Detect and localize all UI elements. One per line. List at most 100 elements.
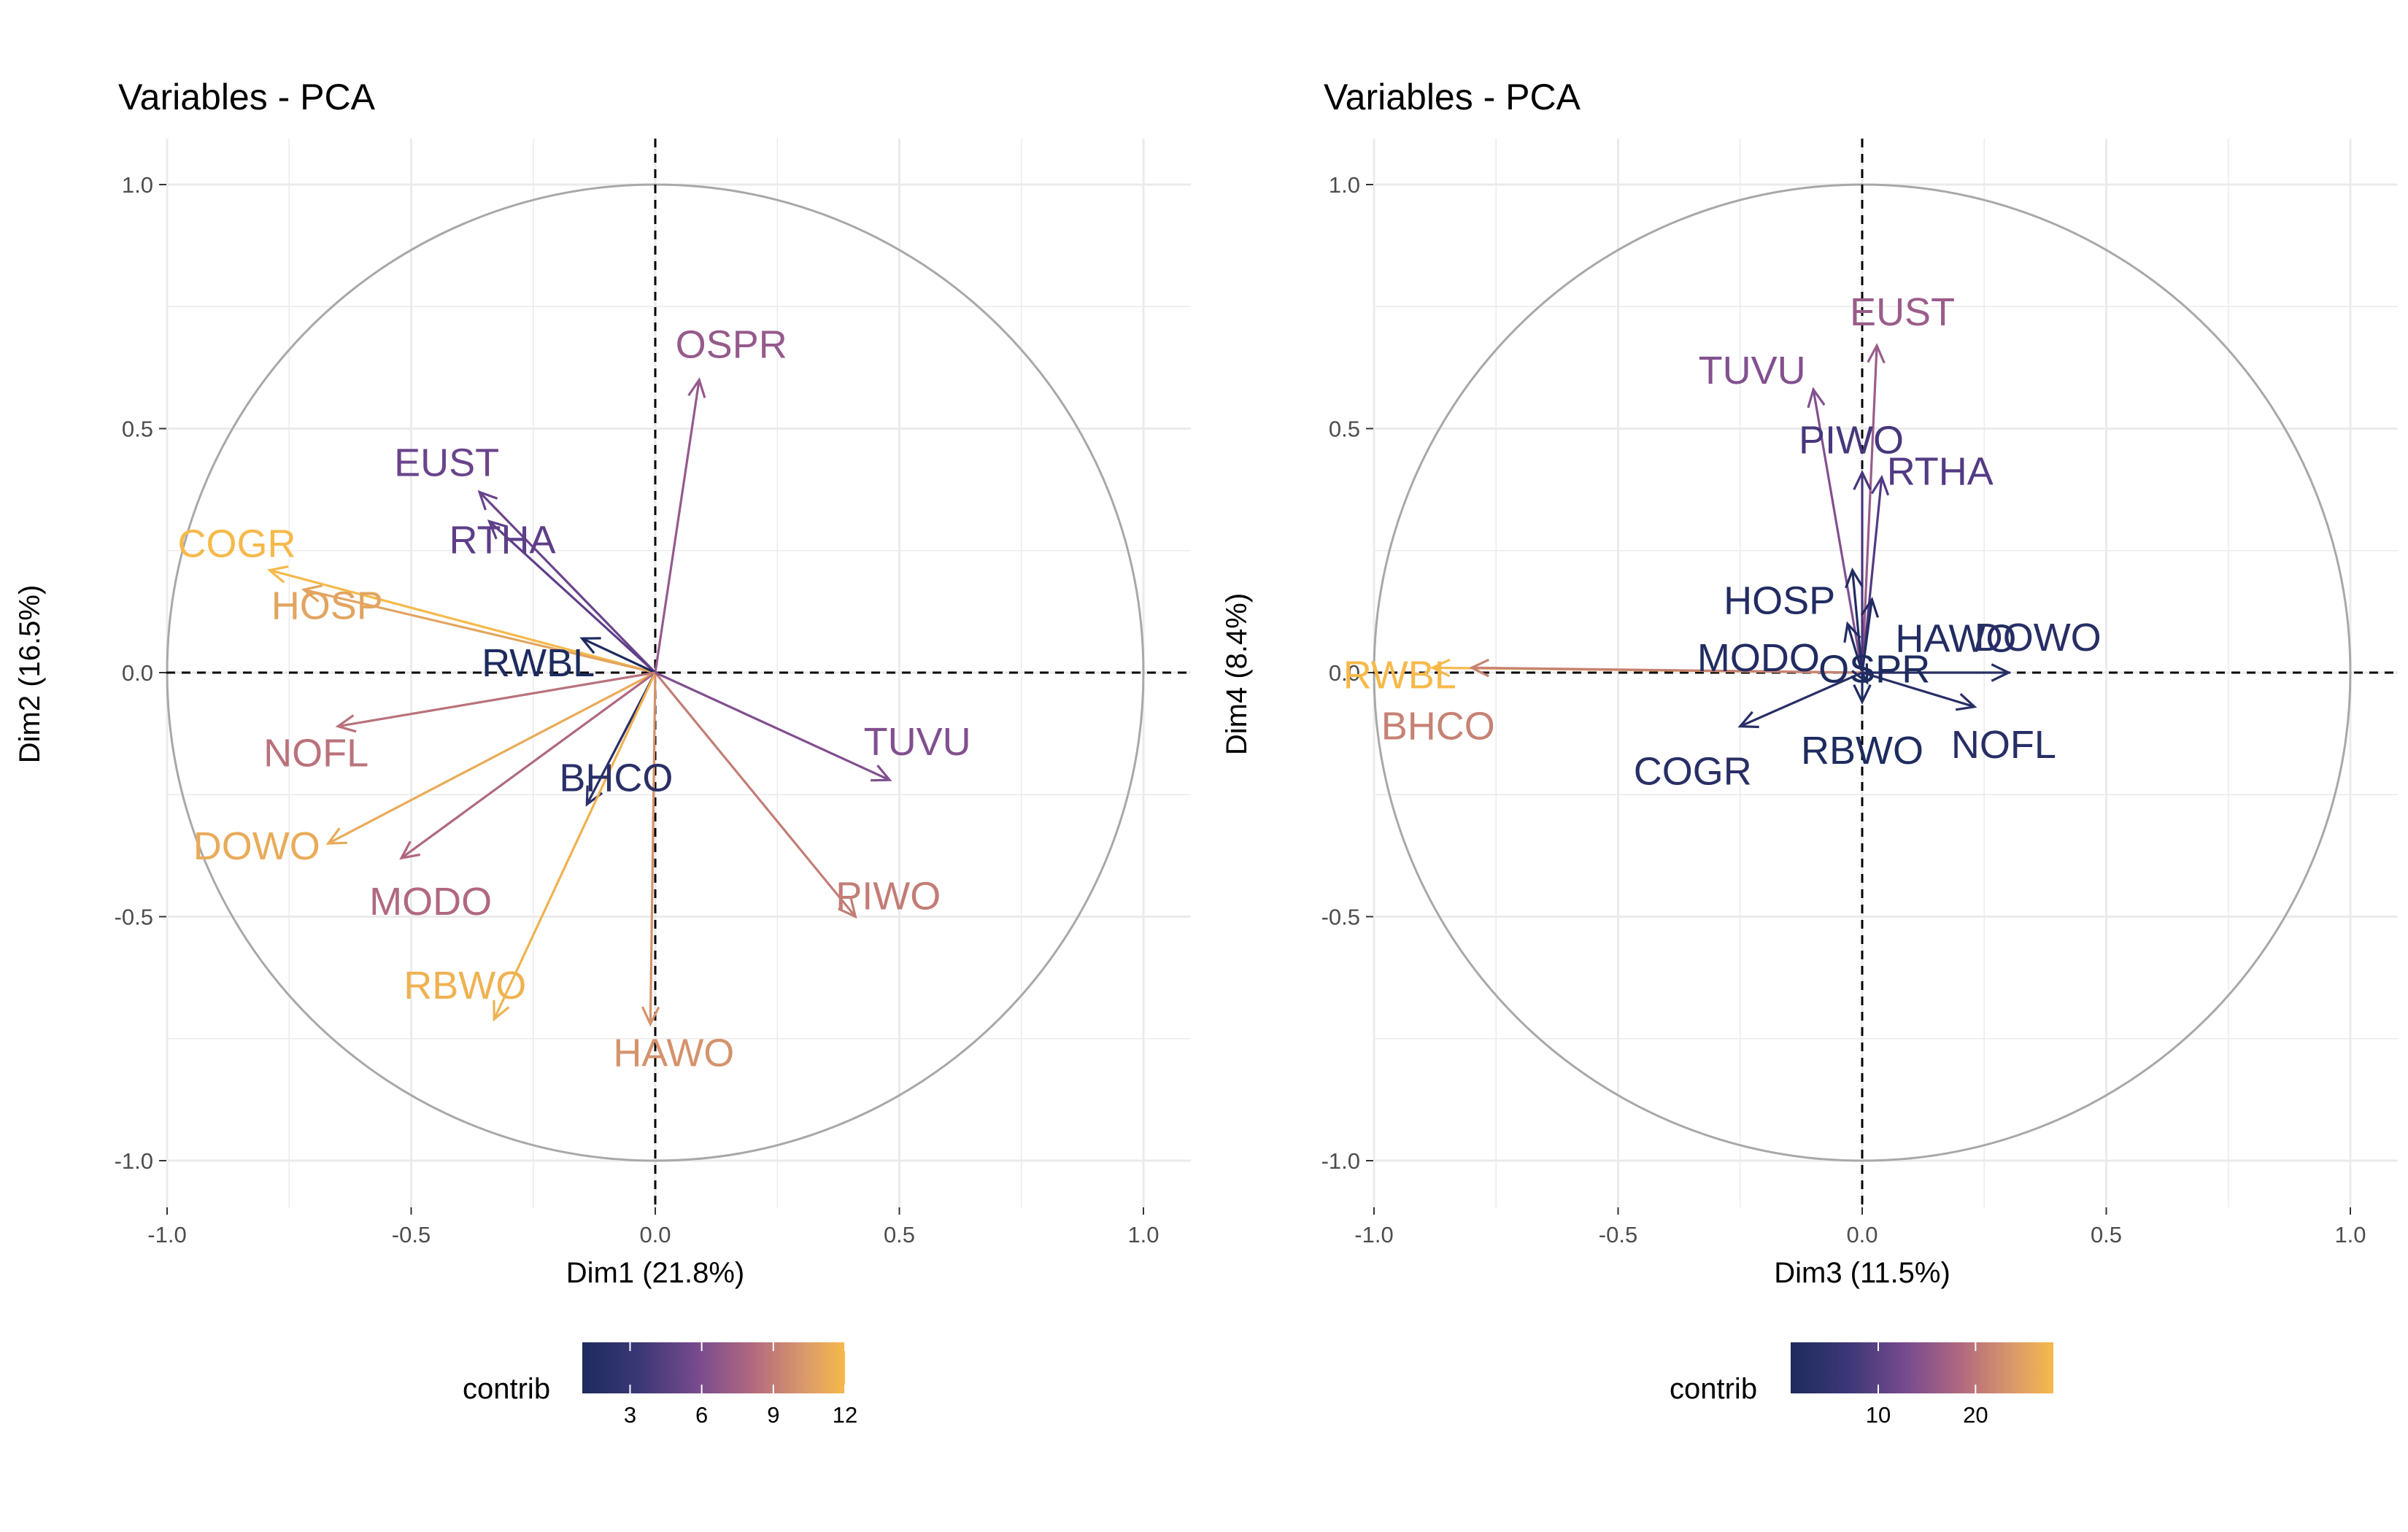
variable-label: COGR (177, 522, 296, 566)
arrow-piwo (1853, 470, 1872, 673)
y-tick-label: -0.5 (115, 905, 153, 930)
arrow-head (838, 897, 857, 919)
variable-label: COGR (1634, 750, 1752, 794)
arrow-head (1853, 470, 1872, 490)
colorbar-tick-label: 12 (833, 1402, 857, 1428)
y-axis-title: Dim4 (8.4%) (1221, 593, 1253, 755)
arrow-head (325, 827, 347, 845)
variable-label: RBWO (1801, 729, 1923, 773)
arrow-head (1469, 658, 1490, 678)
x-tick-label: 1.0 (1127, 1222, 1159, 1247)
variable-label: PIWO (1799, 419, 1904, 463)
variable-label: MODO (1697, 636, 1820, 680)
arrow-shaft (1861, 599, 1873, 673)
arrow-head (1737, 711, 1759, 729)
colorbar-legend: contrib 10 20 (1670, 1342, 2053, 1428)
variable-label: EUST (394, 441, 499, 484)
arrow-head (1853, 684, 1872, 705)
variable-label: HAWO (613, 1032, 734, 1075)
arrow-shaft (1812, 389, 1864, 673)
arrow-head (1860, 596, 1879, 618)
arrow-shaft (1471, 666, 1863, 674)
arrow-head (579, 637, 601, 654)
variable-label: OSPR (1818, 647, 1930, 691)
arrow-hawo (1860, 596, 1879, 673)
x-tick-label: 1.0 (2334, 1222, 2366, 1247)
variable-labels: OSPR EUST RTHA COGR HOSP RWBL NOFL DOWO MODO BHCO… (177, 323, 970, 1075)
arrow-head (399, 840, 420, 860)
variable-label: EUST (1850, 290, 1955, 334)
chart-title: Variables - PCA (1324, 77, 1581, 117)
arrow-tuvu (1807, 387, 1864, 673)
arrow-shaft (649, 672, 657, 1024)
pca-panel-dim3-dim4: Variables - PCA -1.0 -0.5 0.0 0.5 1.0 -1.0 -0.… (1221, 77, 2398, 1428)
x-tick-label: -1.0 (1354, 1222, 1393, 1247)
arrow-ospr (654, 376, 706, 673)
arrow-piwo (654, 671, 857, 919)
x-tick-label: 0.0 (1846, 1222, 1878, 1247)
variable-label: NOFL (1951, 723, 2056, 767)
arrow-head (641, 1006, 660, 1027)
y-tick-label: 0.0 (122, 660, 153, 686)
arrow-head (1955, 693, 1977, 711)
arrow-hosp (1845, 567, 1864, 673)
variable-label: OSPR (676, 323, 787, 367)
colorbar-tick-label: 20 (1963, 1402, 1988, 1428)
colorbar-ticks: 3 6 9 12 (624, 1342, 857, 1428)
variable-label: BHCO (1381, 704, 1495, 748)
variable-label: RBWO (404, 964, 526, 1007)
zero-lines (166, 139, 1191, 1207)
arrow-eust (1861, 343, 1886, 673)
arrow-head (1429, 658, 1451, 678)
x-axis-title: Dim1 (21.8%) (566, 1257, 745, 1289)
arrow-shaft (337, 671, 656, 728)
arrow-head (1845, 567, 1864, 589)
arrow-shaft (655, 671, 890, 781)
arrow-nofl (1861, 671, 1977, 711)
arrow-shaft (654, 379, 701, 673)
variable-label: NOFL (263, 732, 368, 775)
y-tick-label: -1.0 (1321, 1148, 1360, 1174)
x-tick-label: 0.5 (884, 1222, 915, 1247)
arrow-eust (477, 490, 657, 674)
colorbar-tick-label: 6 (695, 1402, 708, 1428)
y-tick-label: 0.0 (1329, 660, 1360, 686)
arrow-shaft (654, 671, 857, 918)
arrow-head (1991, 663, 2012, 682)
arrow-shaft (269, 568, 656, 674)
arrow-cogr (266, 565, 656, 674)
x-tick-label: -0.5 (1599, 1222, 1637, 1247)
arrow-shaft (328, 671, 656, 845)
arrow-shaft (581, 637, 656, 674)
chart-title: Variables - PCA (118, 77, 376, 117)
arrow-shaft (1740, 671, 1863, 728)
arrow-hosp (301, 584, 656, 674)
y-tick-label: 1.0 (1329, 172, 1360, 198)
variable-label: MODO (369, 880, 492, 924)
arrow-dowo (1862, 663, 2012, 682)
y-tick-label: 0.5 (122, 417, 153, 442)
arrow-shaft (401, 671, 656, 859)
y-axis-title: Dim2 (16.5%) (14, 585, 46, 764)
colorbar-tick-label: 3 (624, 1402, 636, 1428)
arrow-head (477, 490, 498, 511)
variable-label: HAWO (1895, 617, 2016, 661)
variable-label: RWBL (1343, 653, 1456, 697)
arrow-shaft (1861, 345, 1878, 673)
arrow-modo (399, 671, 656, 860)
arrow-shaft (1861, 671, 1975, 708)
axis-ticks: -1.0 -0.5 0.0 0.5 1.0 -1.0 -0.5 0.0 0.5 1.0 (115, 172, 1159, 1247)
colorbar-legend: contrib 3 6 9 12 (463, 1342, 857, 1428)
axis-ticks: -1.0 -0.5 0.0 0.5 1.0 -1.0 -0.5 0.0 0.5 1.0 (1321, 172, 2366, 1247)
arrow-tuvu (655, 671, 892, 782)
arrow-head (301, 584, 323, 603)
arrow-head (871, 765, 892, 782)
legend-title: contrib (1670, 1373, 1757, 1405)
arrow-shaft (1846, 623, 1864, 673)
arrow-head (335, 714, 357, 733)
arrow-shaft (488, 520, 657, 674)
arrow-bhco (1469, 658, 1863, 678)
variable-label: HOSP (271, 584, 383, 627)
